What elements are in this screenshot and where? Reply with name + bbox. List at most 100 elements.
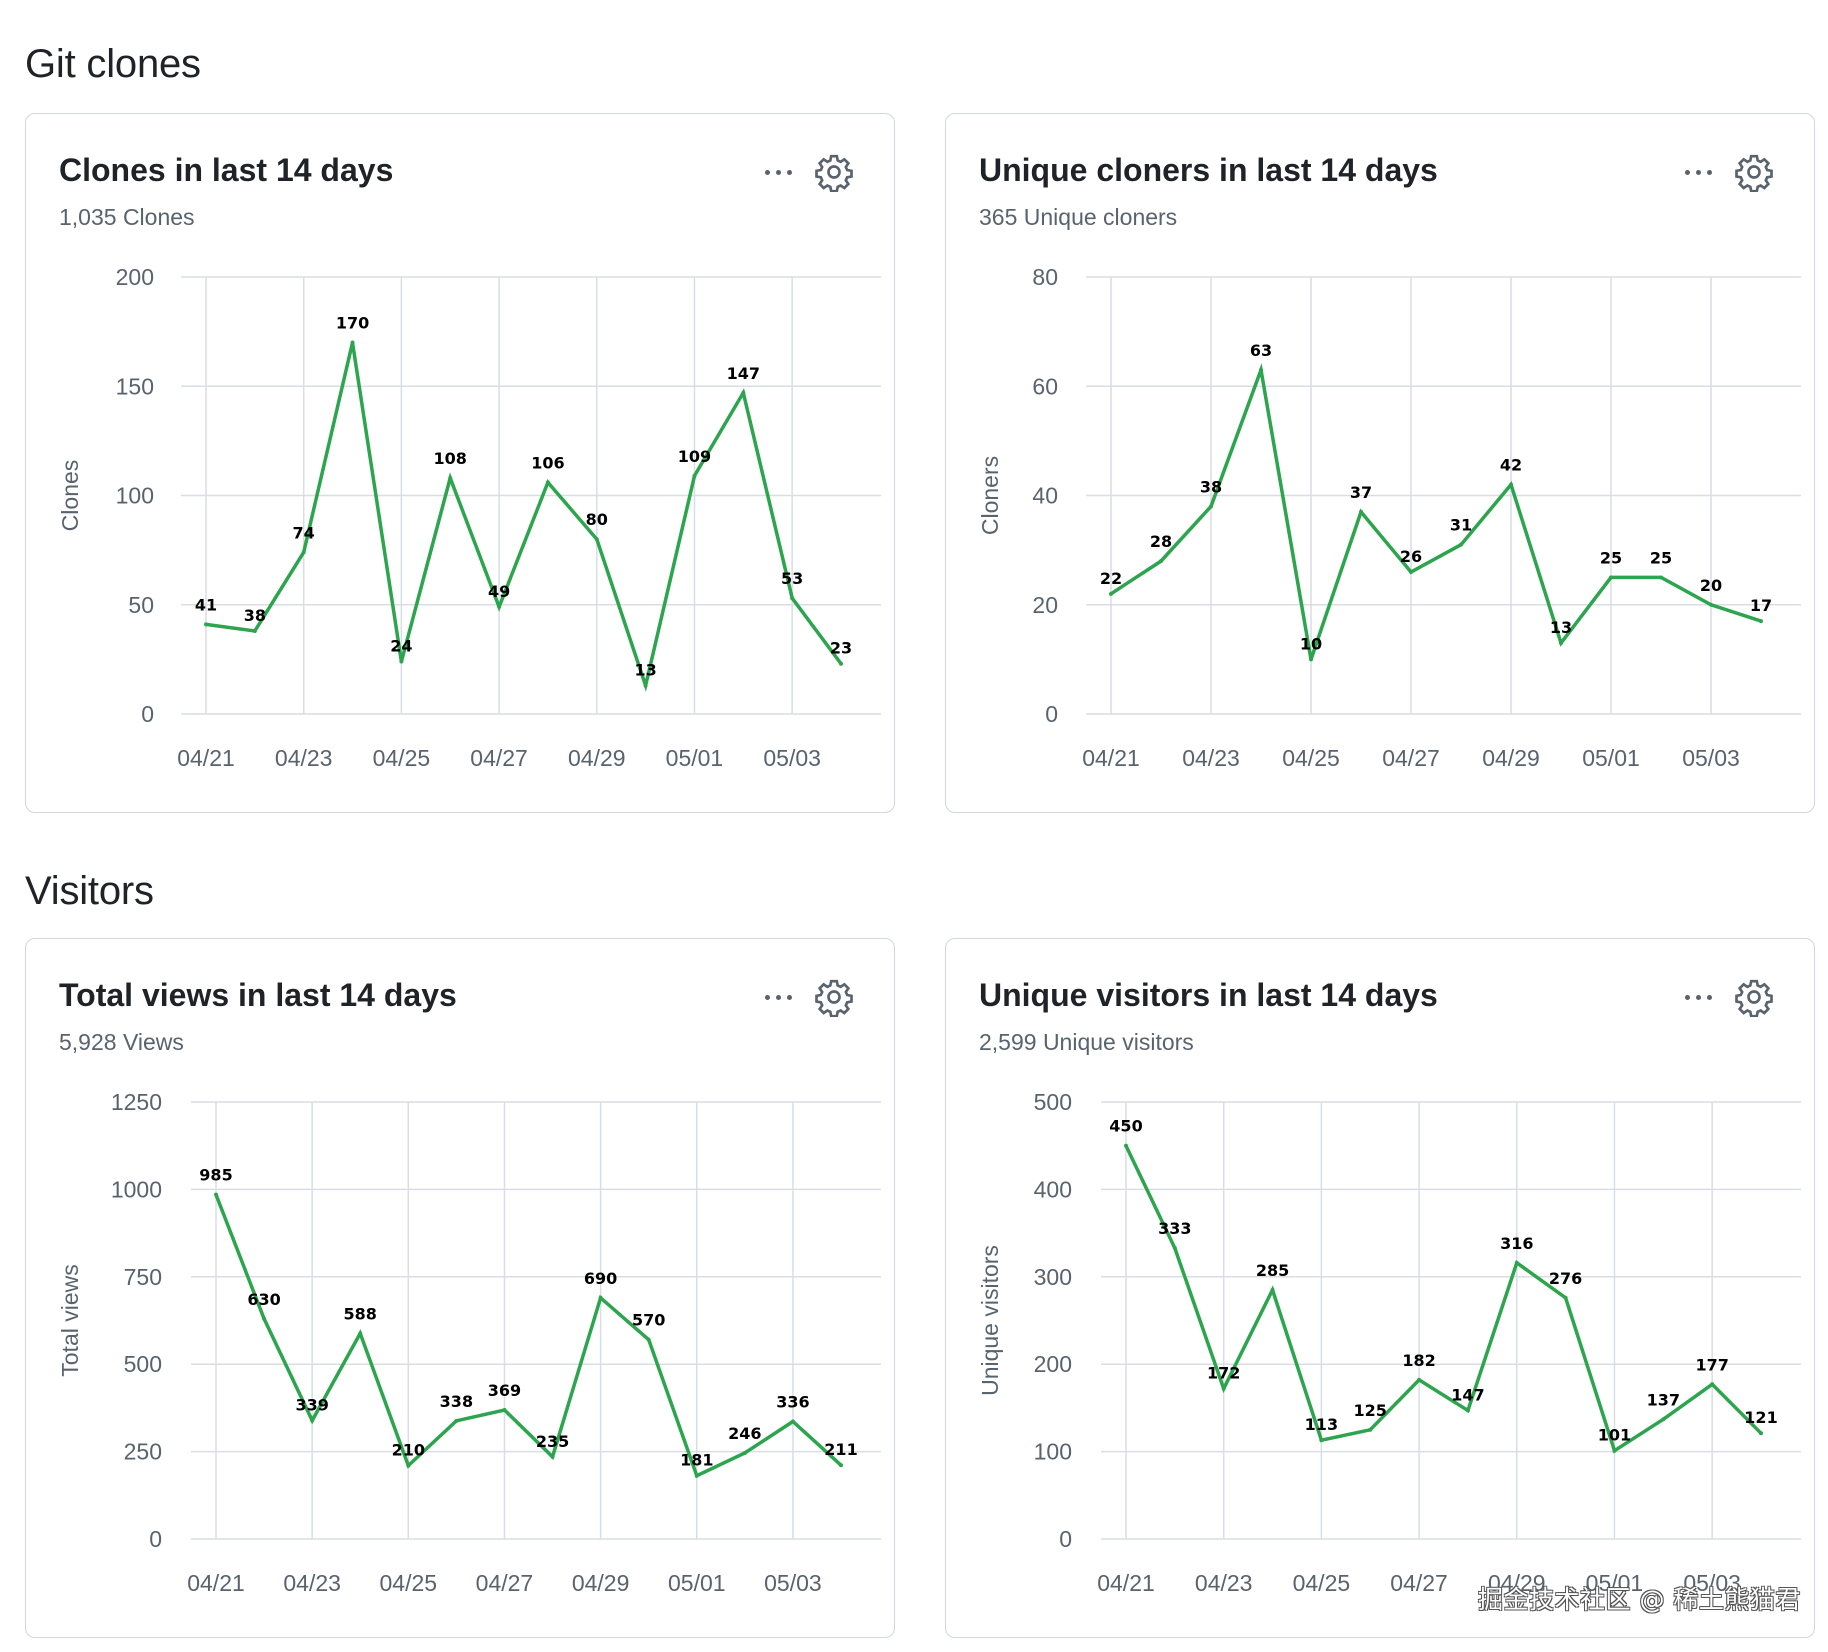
data-label: 31 <box>1450 516 1472 535</box>
data-point <box>1159 559 1163 564</box>
data-point <box>1759 1431 1763 1436</box>
clones-line-chart: 0 50 100 150 200 04/21 04/23 04/25 04/27 04/29 05/… <box>57 264 881 771</box>
y-axis-label: Cloners <box>977 456 1003 535</box>
data-point <box>643 683 648 688</box>
x-tick-label: 04/23 <box>283 1570 341 1596</box>
data-point <box>1661 1417 1666 1422</box>
data-label: 13 <box>1550 618 1572 637</box>
x-tick-label: 04/29 <box>568 745 626 771</box>
card-subtitle: 365 Unique cloners <box>979 204 1178 230</box>
x-tick-label: 04/27 <box>1390 1570 1448 1596</box>
section-title-visitors: Visitors <box>25 869 154 913</box>
data-label: 38 <box>1200 477 1222 496</box>
data-point <box>301 550 306 555</box>
data-point <box>741 390 746 395</box>
kebab-horizontal-icon[interactable] <box>756 977 800 1017</box>
gear-icon[interactable] <box>1734 977 1774 1017</box>
data-point <box>1612 1448 1617 1453</box>
data-point <box>406 1463 411 1468</box>
data-point <box>1559 640 1563 645</box>
data-point <box>358 1331 363 1336</box>
x-tick-label: 04/21 <box>187 1570 245 1596</box>
data-point <box>497 604 502 609</box>
kebab-horizontal-icon[interactable] <box>1676 152 1720 192</box>
data-point <box>1259 367 1263 372</box>
clones-card: Clones in last 14 days 1,035 Clones 0 50 1… <box>25 113 895 813</box>
data-point <box>646 1337 651 1342</box>
data-label: 74 <box>293 523 315 542</box>
y-tick-label: 80 <box>1032 264 1058 290</box>
x-tick-label: 04/27 <box>470 745 528 771</box>
data-point <box>1409 569 1413 574</box>
data-label: 181 <box>680 1451 713 1470</box>
series-line <box>1110 363 1762 660</box>
data-point <box>742 1450 747 1455</box>
data-label: 211 <box>824 1440 857 1459</box>
visitors-card: Unique visitors in last 14 days 2,599 Un… <box>945 938 1815 1638</box>
y-tick-label: 0 <box>141 701 154 727</box>
gear-icon[interactable] <box>814 977 854 1017</box>
section-title-git-clones: Git clones <box>25 42 201 86</box>
data-label: 316 <box>1500 1234 1533 1253</box>
x-tick-label: 05/01 <box>666 745 724 771</box>
data-point <box>550 1454 555 1459</box>
x-tick-label: 05/01 <box>1586 1570 1644 1596</box>
data-label: 38 <box>244 606 266 625</box>
cloners-line-chart: 0 20 40 60 80 04/21 04/23 04/25 04/27 04/29 05/01 0… <box>977 264 1801 771</box>
data-point <box>204 622 208 627</box>
data-point <box>1124 1143 1128 1148</box>
data-point <box>310 1418 315 1423</box>
y-axis-label: Total views <box>57 1264 83 1376</box>
data-label: 630 <box>247 1290 280 1309</box>
data-point <box>1709 602 1713 607</box>
y-tick-label: 500 <box>124 1351 162 1377</box>
y-tick-label: 500 <box>1034 1089 1072 1115</box>
data-point <box>1209 504 1213 509</box>
data-label: 137 <box>1647 1390 1680 1409</box>
data-point <box>598 1295 603 1300</box>
data-label: 20 <box>1700 576 1722 595</box>
data-label: 246 <box>728 1424 761 1443</box>
data-label: 25 <box>1650 548 1672 567</box>
data-point <box>1270 1287 1275 1292</box>
gear-icon[interactable] <box>814 152 854 192</box>
data-label: 333 <box>1158 1219 1191 1238</box>
x-tick-label: 04/25 <box>1282 745 1340 771</box>
series-line <box>205 342 843 693</box>
y-tick-label: 200 <box>116 264 154 290</box>
x-tick-label: 05/01 <box>1582 745 1640 771</box>
data-label: 37 <box>1350 483 1372 502</box>
data-label: 17 <box>1750 596 1772 615</box>
kebab-horizontal-icon[interactable] <box>756 152 800 192</box>
data-label: 25 <box>1600 548 1622 567</box>
data-point <box>454 1418 459 1423</box>
data-point <box>1109 591 1113 596</box>
data-label: 108 <box>434 449 467 468</box>
x-tick-label: 04/29 <box>572 1570 630 1596</box>
x-tick-label: 04/21 <box>1082 745 1140 771</box>
views-card: Total views in last 14 days 5,928 Views … <box>25 938 895 1638</box>
card-title: Unique cloners in last 14 days <box>979 152 1438 188</box>
data-point <box>694 1473 699 1478</box>
data-point <box>1509 482 1513 487</box>
card-subtitle: 1,035 Clones <box>59 204 195 230</box>
data-label: 28 <box>1150 532 1172 551</box>
data-label: 106 <box>531 453 564 472</box>
data-label: 690 <box>584 1269 617 1288</box>
y-tick-label: 100 <box>116 483 154 509</box>
data-label: 42 <box>1500 456 1522 475</box>
data-point <box>214 1192 218 1197</box>
data-label: 177 <box>1695 1355 1728 1374</box>
watermark: 掘金技术社区 @ 稀土熊猫君 <box>1478 1585 1801 1614</box>
data-label: 24 <box>390 637 412 656</box>
x-tick-label: 04/29 <box>1488 1570 1546 1596</box>
gear-icon[interactable] <box>1734 152 1774 192</box>
kebab-horizontal-icon[interactable] <box>1676 977 1720 1017</box>
x-tick-label: 04/25 <box>1293 1570 1351 1596</box>
data-label: 63 <box>1250 341 1272 360</box>
data-label: 210 <box>392 1441 425 1460</box>
x-tick-label: 05/03 <box>764 1570 822 1596</box>
y-tick-label: 60 <box>1032 373 1058 399</box>
data-label: 121 <box>1744 1408 1777 1427</box>
data-label: 22 <box>1100 569 1122 588</box>
